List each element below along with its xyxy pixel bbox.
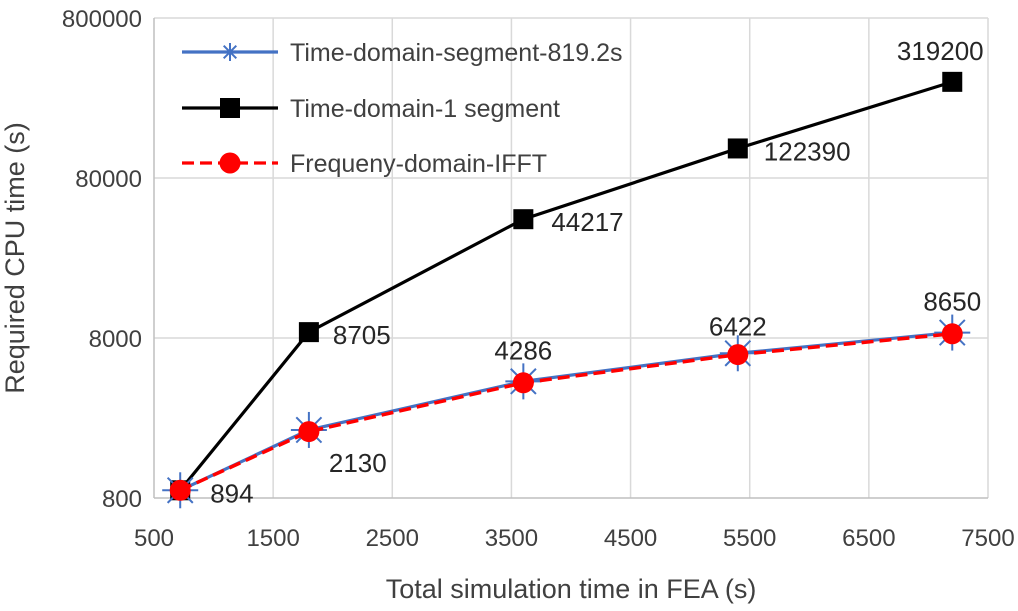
square-marker — [942, 71, 963, 92]
circle-marker — [941, 323, 963, 345]
circle-marker — [298, 421, 320, 443]
data-label: 319200 — [897, 36, 984, 66]
series-3 — [169, 323, 963, 501]
legend: Time-domain-segment-819.2s Time-domain-1 … — [182, 39, 623, 178]
series-line — [179, 330, 953, 492]
legend-item: Frequeny-domain-IFFT — [182, 150, 547, 178]
square-marker — [220, 98, 240, 118]
legend-item: Time-domain-1 segment — [182, 95, 560, 123]
circle-marker — [512, 372, 534, 394]
data-label: 894 — [210, 478, 253, 508]
series-line — [179, 332, 953, 492]
square-marker — [298, 322, 319, 343]
y-tick-label: 8000 — [89, 326, 142, 353]
data-label: 6422 — [709, 311, 767, 341]
legend-item: Time-domain-segment-819.2s — [182, 39, 623, 67]
y-tick-label: 800 — [102, 486, 142, 513]
series-group — [162, 71, 971, 509]
square-marker — [513, 209, 534, 230]
y-tick-label: 80000 — [75, 166, 142, 193]
data-label: 122390 — [764, 136, 851, 166]
y-axis-title: Required CPU time (s) — [0, 122, 30, 394]
x-tick-label: 3500 — [485, 525, 538, 552]
axes — [153, 18, 988, 499]
circle-marker — [727, 344, 749, 366]
data-label: 8650 — [923, 287, 981, 317]
x-tick-label: 4500 — [604, 525, 657, 552]
x-tick-label: 500 — [134, 525, 174, 552]
x-tick-label: 6500 — [842, 525, 895, 552]
data-label: 44217 — [551, 207, 623, 237]
circle-marker — [169, 479, 191, 501]
asterisk-marker — [221, 43, 239, 61]
x-axis-title: Total simulation time in FEA (s) — [386, 574, 757, 604]
x-tick-label: 1500 — [246, 525, 299, 552]
x-tick-label: 2500 — [366, 525, 419, 552]
legend-label: Time-domain-segment-819.2s — [290, 39, 623, 67]
circle-marker — [219, 152, 241, 174]
data-label: 2130 — [329, 448, 387, 478]
square-marker — [727, 138, 748, 159]
gridlines — [154, 17, 989, 498]
y-tick-label: 800000 — [62, 6, 142, 33]
legend-label: Time-domain-1 segment — [290, 95, 560, 123]
x-tick-label: 5500 — [723, 525, 776, 552]
x-tick-label: 7500 — [961, 525, 1014, 552]
data-labels: 894 2130 4286 6422 8650 8705 44217 122390 319200 — [210, 36, 983, 508]
tick-labels: 500 1500 2500 3500 4500 5500 6500 7500 800 8000 80… — [62, 6, 1015, 552]
legend-label: Frequeny-domain-IFFT — [290, 150, 547, 178]
data-label: 4286 — [494, 335, 552, 365]
data-label: 8705 — [333, 320, 391, 350]
